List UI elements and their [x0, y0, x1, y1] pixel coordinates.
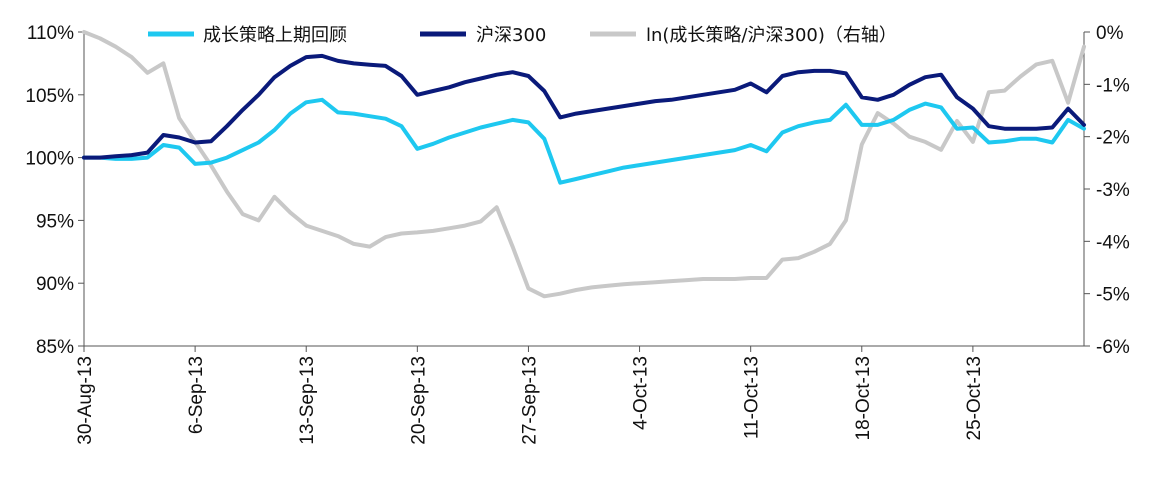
x-tick-label: 4-Oct-13 — [631, 356, 652, 430]
legend-label-1: 沪深300 — [476, 25, 546, 46]
y-left-tick-label: 100% — [25, 149, 74, 170]
x-tick-label: 20-Sep-13 — [408, 356, 429, 445]
x-tick-label: 25-Oct-13 — [964, 356, 985, 440]
legend-label-0: 成长策略上期回顾 — [203, 25, 347, 46]
y-right-tick-label: -3% — [1096, 180, 1130, 201]
x-tick-label: 30-Aug-13 — [75, 356, 96, 445]
series-line-0 — [82, 97, 1086, 185]
x-tick-label: 11-Oct-13 — [742, 356, 763, 439]
y-right-tick-label: -1% — [1096, 75, 1130, 96]
x-tick-label: 27-Sep-13 — [519, 356, 540, 445]
y-right-tick-label: -5% — [1096, 285, 1130, 306]
legend-label-2: ln(成长策略/沪深300)（右轴） — [646, 25, 897, 46]
axes: 85% 90% 95% 100% 105% 110% -6% -5% -4% -3% -2% -1% 0… — [25, 23, 1130, 445]
y-right-tick-label: 0% — [1096, 23, 1124, 44]
x-tick-label: 13-Sep-13 — [297, 356, 318, 445]
y-left-tick-label: 85% — [36, 337, 74, 358]
y-right-tick-label: -2% — [1096, 128, 1130, 149]
series-line-1 — [82, 53, 1086, 160]
y-left-tick-label: 90% — [36, 274, 74, 295]
series-line-2 — [82, 30, 1086, 299]
legend: 成长策略上期回顾 沪深300 ln(成长策略/沪深300)（右轴） — [148, 25, 897, 46]
x-tick-label: 18-Oct-13 — [853, 356, 874, 440]
y-left-tick-label: 110% — [27, 23, 74, 44]
series-lines — [82, 30, 1086, 299]
x-tick-label: 6-Sep-13 — [186, 356, 207, 434]
y-right-tick-label: -6% — [1096, 337, 1130, 358]
y-right-tick-label: -4% — [1096, 232, 1130, 253]
y-left-tick-label: 105% — [25, 86, 74, 107]
y-left-tick-label: 95% — [36, 211, 74, 232]
